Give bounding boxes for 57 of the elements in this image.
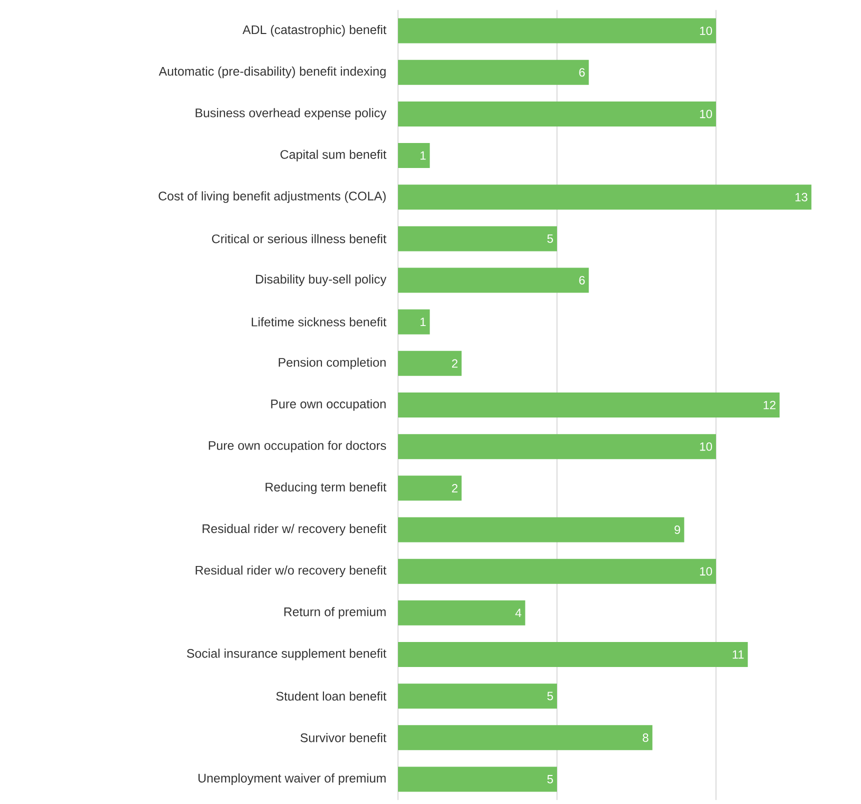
- data-label: 13: [795, 192, 808, 202]
- y-tick-label: Residual rider w/o recovery benefit: [196, 566, 386, 578]
- bar: [398, 684, 557, 709]
- data-label: 10: [700, 110, 712, 118]
- data-label: 1: [420, 318, 426, 326]
- y-tick-label: Unemployment waiver of premium: [198, 773, 386, 786]
- data-label: 5: [547, 234, 553, 243]
- bar: [398, 600, 526, 626]
- y-tick-label: Cost of living benefit adjustments (COLA): [158, 191, 386, 203]
- y-tick-label: Pure own occupation for doctors: [208, 440, 386, 452]
- data-label: 10: [700, 567, 712, 576]
- bar: [398, 434, 716, 460]
- data-label: 5: [547, 692, 553, 700]
- bar: [398, 558, 716, 584]
- bar: [398, 350, 462, 376]
- y-tick-label: ADL (catastrophic) benefit: [242, 24, 386, 37]
- bar: [398, 143, 430, 168]
- bar: [398, 268, 589, 293]
- bar: [398, 60, 589, 85]
- bar: [398, 18, 716, 44]
- bar: [398, 725, 652, 750]
- data-label: 1: [420, 151, 426, 160]
- y-tick-label: Pure own occupation: [271, 399, 386, 411]
- bar: [398, 517, 684, 542]
- data-label: 10: [700, 26, 712, 36]
- data-label: 5: [547, 775, 553, 784]
- bar: [398, 642, 748, 667]
- y-tick-label: Business overhead expense policy: [196, 108, 386, 120]
- y-tick-label: Disability buy-sell policy: [256, 274, 386, 286]
- y-tick-label: Return of premium: [284, 607, 386, 619]
- y-tick-label: Reducing term benefit: [266, 482, 386, 494]
- data-label: 8: [642, 733, 648, 742]
- data-label: 10: [700, 442, 712, 451]
- bar: [398, 766, 557, 792]
- data-label: 9: [674, 526, 680, 534]
- bar: [398, 476, 462, 501]
- y-tick-label: Capital sum benefit: [280, 150, 386, 162]
- data-label: 2: [452, 484, 458, 492]
- data-label: 11: [732, 650, 744, 659]
- y-tick-label: Automatic (pre-disability) benefit indexing: [158, 66, 386, 78]
- bar: [398, 226, 557, 252]
- bar: [398, 392, 780, 418]
- data-label: 4: [515, 608, 522, 618]
- data-label: 12: [764, 400, 776, 410]
- y-tick-label: Student loan benefit: [276, 691, 386, 701]
- data-label: 6: [579, 68, 585, 77]
- bar: [398, 184, 812, 210]
- bar: [398, 101, 716, 126]
- bar: [398, 309, 430, 334]
- y-tick-label: Social insurance supplement benefit: [186, 648, 386, 660]
- y-tick-label: Critical or serious illness benefit: [212, 234, 386, 244]
- y-tick-label: Pension completion: [278, 358, 386, 370]
- data-label: 2: [452, 359, 458, 368]
- y-tick-label: Survivor benefit: [300, 733, 386, 742]
- y-tick-label: Lifetime sickness benefit: [252, 317, 386, 326]
- y-tick-label: Residual rider w/ recovery benefit: [202, 524, 386, 536]
- data-label: 6: [579, 276, 585, 284]
